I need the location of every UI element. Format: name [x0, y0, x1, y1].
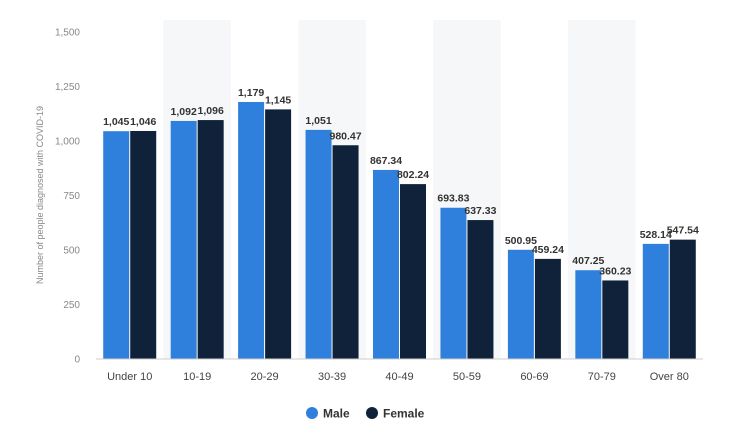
- legend-marker: [306, 407, 318, 419]
- bar-female-9[interactable]: [669, 239, 696, 359]
- x-tick-label: 50-59: [453, 371, 481, 383]
- x-tick-label: 60-69: [520, 371, 548, 383]
- data-label-male-2: 1,092: [171, 106, 197, 118]
- bar-female-6[interactable]: [467, 220, 494, 359]
- x-tick-label: 30-39: [318, 371, 346, 383]
- data-label-female-9: 547.54: [667, 225, 699, 237]
- y-tick-label: 0: [74, 355, 80, 366]
- data-label-female-3: 1,145: [265, 94, 291, 106]
- y-tick-label: 1,250: [55, 82, 80, 93]
- y-tick-label: 250: [63, 300, 80, 311]
- bar-male-5[interactable]: [373, 169, 399, 359]
- data-label-male-6: 693.83: [437, 193, 469, 205]
- x-tick-label: 40-49: [385, 371, 413, 383]
- bar-female-5[interactable]: [400, 184, 426, 359]
- legend[interactable]: Male Female: [306, 407, 425, 421]
- y-tick-label: 750: [63, 191, 80, 202]
- data-label-female-5: 802.24: [397, 169, 429, 181]
- x-tick-label: 10-19: [183, 371, 211, 383]
- x-tick-label: 20-29: [251, 371, 279, 383]
- bar-male-7[interactable]: [507, 249, 534, 359]
- data-label-male-8: 407.25: [572, 255, 604, 267]
- x-axis: Under 10 10-19 20-29 30-39 40-49 50-59 60-69 70…: [107, 371, 689, 383]
- column-bands: [163, 20, 636, 359]
- data-label-male-4: 1,051: [305, 115, 331, 127]
- legend-marker: [366, 407, 378, 419]
- data-label-female-7: 459.24: [532, 244, 564, 256]
- data-label-male-1: 1,045: [103, 116, 129, 128]
- bar-female-8[interactable]: [602, 280, 629, 359]
- data-label-female-6: 637.33: [464, 205, 496, 217]
- y-tick-label: 500: [63, 246, 80, 257]
- bar-male-3[interactable]: [238, 101, 265, 359]
- x-tick-label: 70-79: [588, 371, 616, 383]
- bar-female-4[interactable]: [332, 145, 359, 359]
- y-tick-label: 1,000: [55, 137, 80, 148]
- bars: [103, 101, 696, 360]
- data-label-female-4: 980.47: [329, 130, 361, 142]
- bar-female-2[interactable]: [197, 120, 224, 360]
- bar-female-3[interactable]: [265, 109, 292, 359]
- data-label-female-8: 360.23: [599, 265, 631, 277]
- data-label-female-2: 1,096: [198, 105, 224, 117]
- bar-male-6[interactable]: [440, 207, 467, 359]
- data-label-female-1: 1,046: [130, 116, 156, 128]
- bar-male-8[interactable]: [575, 270, 602, 359]
- bar-male-1[interactable]: [103, 131, 130, 359]
- bar-male-9[interactable]: [642, 243, 669, 359]
- legend-label: Female: [383, 407, 425, 421]
- y-tick-label: 1,500: [55, 28, 80, 39]
- bar-female-1[interactable]: [130, 130, 157, 359]
- legend-item-female[interactable]: Female: [366, 407, 425, 421]
- y-axis-label: Number of people diagnosed with COVID-19: [35, 106, 45, 284]
- bar-male-4[interactable]: [305, 129, 332, 359]
- legend-item-male[interactable]: Male: [306, 407, 350, 421]
- x-tick-label: Over 80: [650, 371, 689, 383]
- x-tick-label: Under 10: [107, 371, 152, 383]
- bar-female-7[interactable]: [534, 258, 561, 359]
- legend-label: Male: [323, 407, 350, 421]
- data-label-male-3: 1,179: [238, 87, 264, 99]
- y-axis: 0 250 500 750 1,000 1,250 1,500: [55, 28, 80, 366]
- data-label-male-5: 867.34: [370, 155, 402, 167]
- bar-male-2[interactable]: [170, 120, 197, 359]
- data-label-male-9: 528.14: [640, 229, 672, 241]
- data-label-male-7: 500.95: [505, 235, 537, 247]
